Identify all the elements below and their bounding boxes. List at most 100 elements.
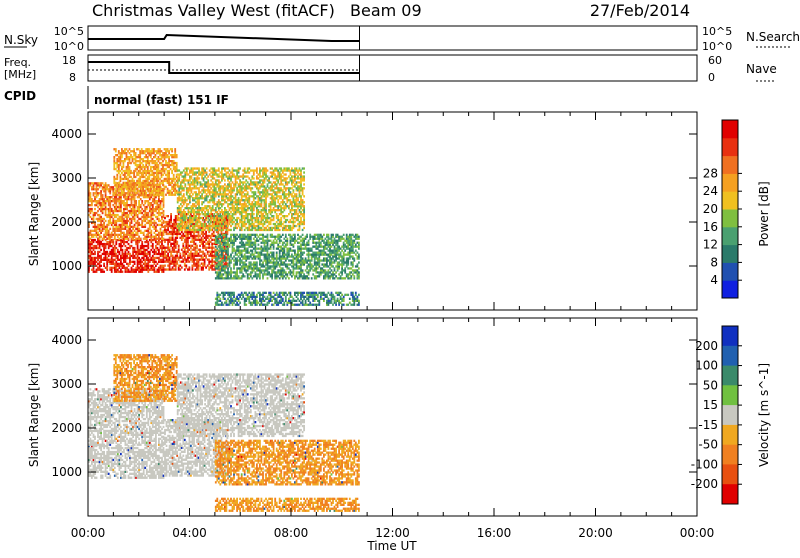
echo-cell <box>294 183 296 185</box>
echo-cell <box>158 174 160 176</box>
echo-cell <box>123 164 125 166</box>
echo-cell <box>154 267 156 269</box>
echo-cell <box>179 268 181 270</box>
echo-cell <box>188 213 190 215</box>
echo-cell <box>172 268 174 270</box>
echo-cell <box>141 202 143 204</box>
echo-cell <box>303 171 305 173</box>
echo-cell <box>178 213 180 215</box>
echo-cell <box>303 213 305 215</box>
echo-cell <box>280 173 282 175</box>
echo-cell <box>131 198 133 200</box>
echo-cell <box>115 208 117 210</box>
echo-cell <box>221 261 223 263</box>
echo-cell <box>129 148 131 150</box>
echo-cell <box>90 192 92 194</box>
echo-cell <box>259 173 261 175</box>
echo-cell <box>235 183 237 185</box>
echo-cell <box>132 232 134 234</box>
echo-cell <box>221 169 223 171</box>
echo-cell <box>244 275 246 277</box>
echo-cell <box>134 224 136 226</box>
echo-cell <box>226 234 228 236</box>
echo-cell <box>103 218 105 220</box>
echo-cell <box>302 199 304 201</box>
echo-cell <box>131 210 133 212</box>
echo-cell <box>138 218 140 220</box>
echo-cell <box>239 227 241 229</box>
echo-cell <box>247 197 249 199</box>
echo-cell <box>247 181 249 183</box>
echo-cell <box>236 261 238 263</box>
echo-cell <box>212 191 214 193</box>
echo-cell <box>190 233 192 235</box>
echo-cell <box>97 238 99 240</box>
echo-cell <box>300 173 302 175</box>
echo-cell <box>117 255 119 257</box>
echo-cell <box>273 219 275 221</box>
echo-cell <box>227 269 229 271</box>
echo-cell <box>158 234 160 236</box>
echo-cell <box>226 229 228 231</box>
echo-cell <box>118 186 120 188</box>
echo-cell <box>155 228 157 230</box>
echo-cell <box>230 211 232 213</box>
echo-cell <box>141 271 143 273</box>
echo-cell <box>131 234 133 236</box>
echo-cell <box>125 220 127 222</box>
echo-cell <box>274 181 276 183</box>
echo-cell <box>168 166 170 168</box>
echo-cell <box>151 180 153 182</box>
echo-cell <box>232 219 234 221</box>
echo-cell <box>91 243 93 245</box>
echo-cell <box>167 243 169 245</box>
echo-cell <box>127 186 129 188</box>
echo-cell <box>239 181 241 183</box>
echo-cell <box>109 243 111 245</box>
echo-cell <box>219 234 221 236</box>
echo-cell <box>186 171 188 173</box>
echo-cell <box>147 168 149 170</box>
echo-cell <box>117 206 119 208</box>
echo-cell <box>138 222 140 224</box>
echo-cell <box>97 214 99 216</box>
echo-cell <box>294 167 296 169</box>
echo-cell <box>239 261 241 263</box>
echo-cell <box>160 202 162 204</box>
echo-cell <box>181 205 183 207</box>
echo-cell <box>259 181 261 183</box>
echo-cell <box>100 236 102 238</box>
echo-cell <box>211 213 213 215</box>
echo-cell <box>303 167 305 169</box>
echo-cell <box>245 189 247 191</box>
echo-cell <box>207 175 209 177</box>
echo-cell <box>201 211 203 213</box>
echo-cell <box>141 200 143 202</box>
echo-cell <box>150 220 152 222</box>
echo-cell <box>221 205 223 207</box>
echo-cell <box>213 213 215 215</box>
echo-cell <box>300 203 302 205</box>
echo-cell <box>224 267 226 269</box>
echo-cell <box>144 200 146 202</box>
echo-cell <box>285 221 287 223</box>
echo-cell <box>117 210 119 212</box>
echo-cell <box>261 199 263 201</box>
echo-cell <box>204 241 206 243</box>
echo-cell <box>258 189 260 191</box>
echo-cell <box>114 238 116 240</box>
freq-label-line2: [MHz] <box>4 68 36 81</box>
echo-cell <box>116 174 118 176</box>
echo-cell <box>203 179 205 181</box>
echo-cell <box>145 148 147 150</box>
echo-cell <box>117 228 119 230</box>
echo-cell <box>219 189 221 191</box>
echo-cell <box>236 257 238 259</box>
echo-cell <box>105 228 107 230</box>
echo-cell <box>136 188 138 190</box>
echo-cell <box>219 211 221 213</box>
echo-cell <box>122 263 124 265</box>
echo-cell <box>152 208 154 210</box>
echo-cell <box>212 173 214 175</box>
